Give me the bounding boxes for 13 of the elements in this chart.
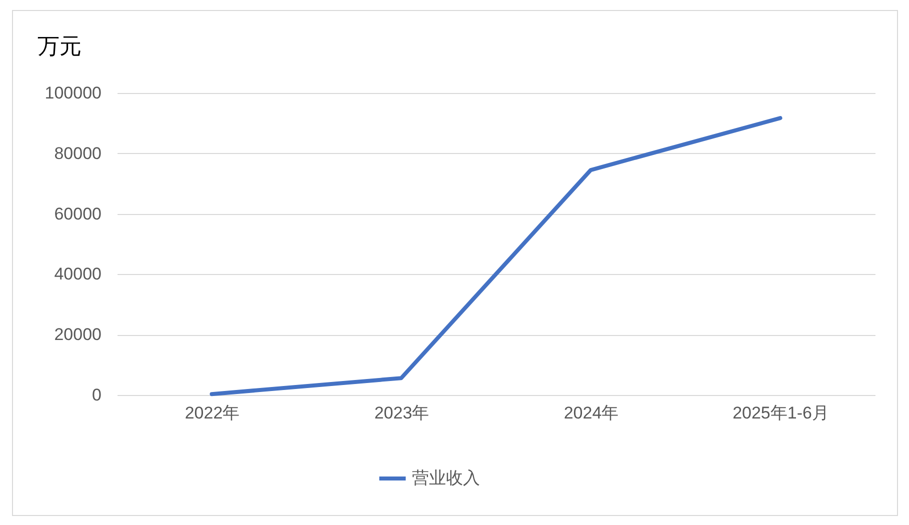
legend-label: 营业收入 [412,468,480,488]
x-tick-label: 2023年 [374,404,430,422]
y-tick-label: 60000 [54,204,102,224]
y-tick-label: 100000 [44,84,102,102]
y-tick-label: 80000 [54,144,102,163]
x-tick-label: 2024年 [564,404,619,422]
y-axis-title: 万元 [38,34,82,58]
y-tick-label: 0 [92,386,102,404]
x-tick-label: 2025年1-6月 [732,404,829,422]
line-series [210,116,782,396]
y-tick-label: 40000 [54,264,102,284]
y-tick-label: 20000 [54,325,102,344]
x-tick-label: 2022年 [184,404,240,422]
